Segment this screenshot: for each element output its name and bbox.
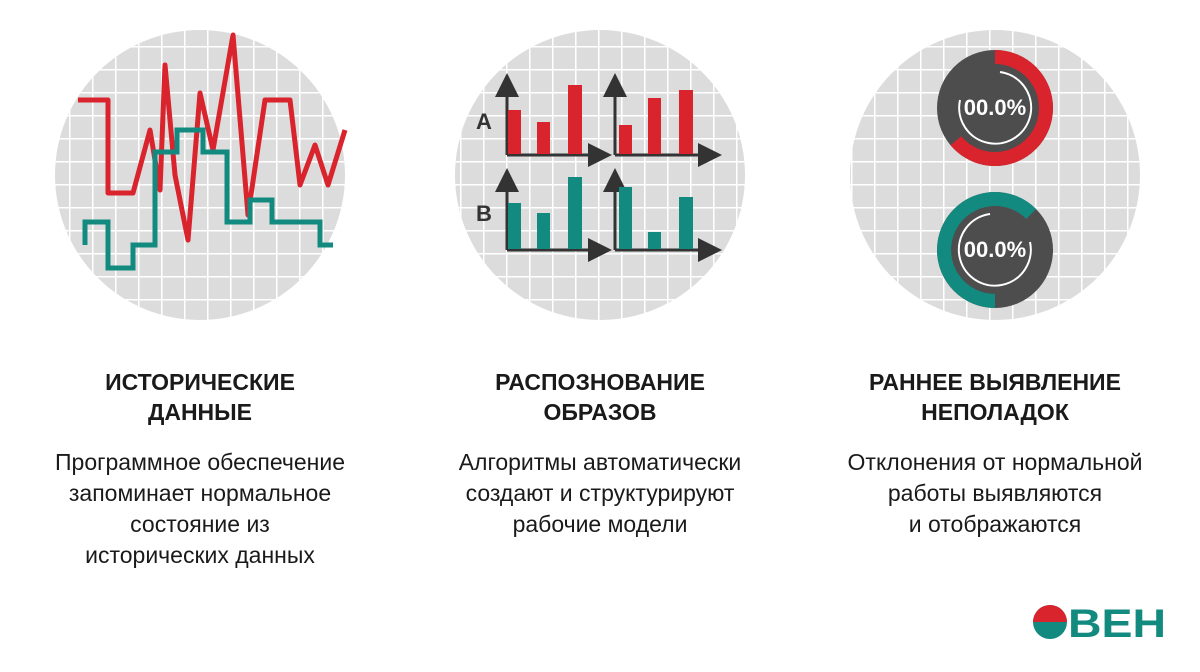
history-icon: [55, 30, 348, 320]
column-description: Отклонения от нормальной: [848, 449, 1143, 475]
column-description: рабочие модели: [513, 511, 688, 537]
column-title: НЕПОЛАДОК: [921, 399, 1070, 425]
gauge-inner-arc: [958, 71, 1033, 145]
texts: ИСТОРИЧЕСКИЕ ДАННЫЕ Программное обеспечени…: [55, 369, 1142, 568]
column-title: РАННЕЕ ВЫЯВЛЕНИЕ: [869, 369, 1121, 395]
pattern-icon: A B: [455, 30, 745, 320]
column-description: исторических данных: [85, 542, 315, 568]
grid-circle: [455, 30, 745, 320]
chart-label: B: [476, 201, 492, 226]
column-description: запоминает нормальное: [69, 480, 331, 506]
column-description: Алгоритмы автоматически: [459, 449, 742, 475]
gauge-inner-arc: [957, 213, 1032, 287]
column-title: ИСТОРИЧЕСКИЕ: [105, 369, 295, 395]
column-description: Программное обеспечение: [55, 449, 345, 475]
teal-line: [82, 127, 333, 271]
gauge-arc: [937, 192, 1037, 308]
column-description: состояние из: [130, 511, 270, 537]
logo-half: [1033, 605, 1067, 622]
logo: ВЕН: [1033, 602, 1166, 646]
column-description: работы выявляются: [888, 480, 1102, 506]
teal-bars: [508, 177, 693, 249]
axes: [495, 73, 722, 262]
gauge-value: 00.0%: [964, 237, 1026, 262]
gauge-ring: [937, 50, 1053, 166]
fault-icon: 00.0% 00.0%: [850, 30, 1140, 320]
column-description: и отображаются: [909, 511, 1082, 537]
red-line: [78, 32, 348, 243]
gauge-value: 00.0%: [964, 95, 1026, 120]
column-title: ДАННЫЕ: [148, 399, 252, 425]
column-description: создают и структурируют: [466, 480, 735, 506]
grid-circle: [850, 30, 1140, 320]
column-title: ОБРАЗОВ: [544, 399, 657, 425]
red-bars: [508, 85, 693, 154]
logo-text: ВЕН: [1068, 602, 1166, 646]
gauge-ring: [937, 192, 1053, 308]
gauge-arc: [950, 50, 1053, 166]
chart-label: A: [476, 109, 492, 134]
column-title: РАСПОЗНОВАНИЕ: [495, 369, 705, 395]
